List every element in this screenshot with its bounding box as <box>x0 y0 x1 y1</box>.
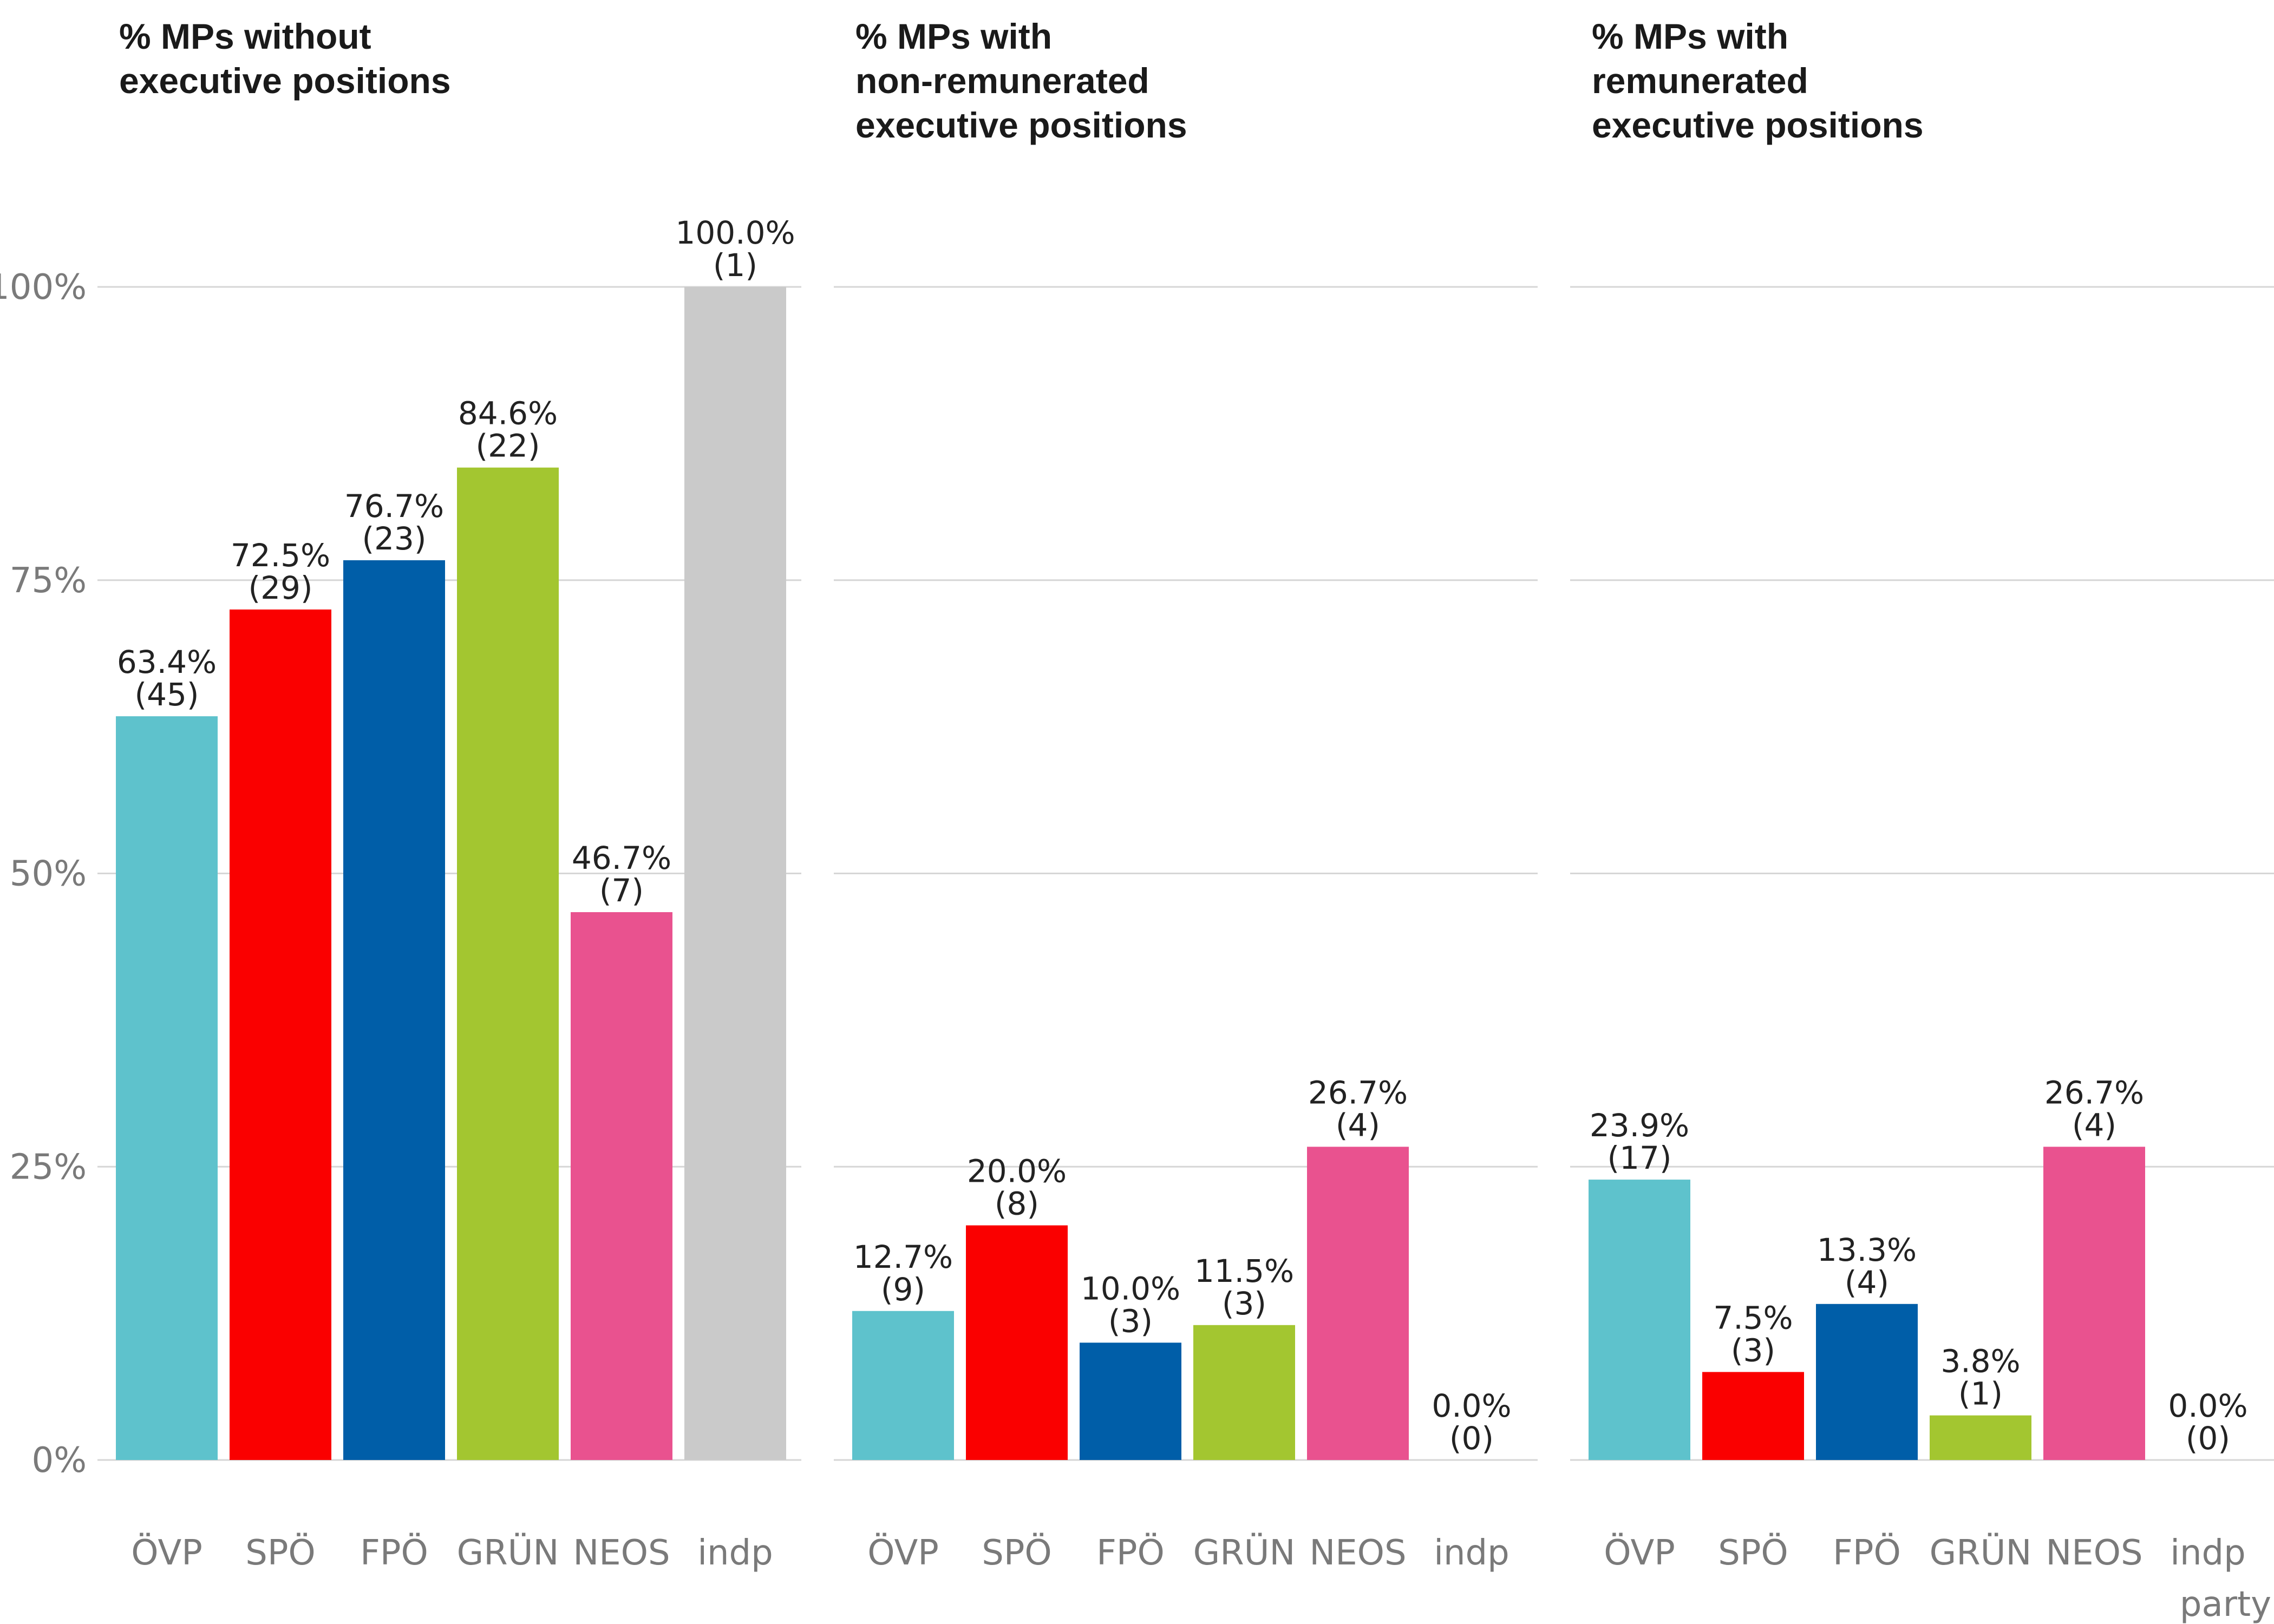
count-label-2-SPÖ: (8) <box>995 1186 1039 1222</box>
bar-2-GRÜN <box>1193 1325 1295 1460</box>
y-axis-tick-labels: 0% 25% 50% 75% 100% <box>0 267 87 1481</box>
value-label-1-ÖVP: 63.4% <box>117 644 217 680</box>
panel-3-title-line-2: remunerated <box>1592 61 1808 101</box>
bar-2-ÖVP <box>852 1311 954 1460</box>
bar-3-NEOS <box>2043 1147 2145 1460</box>
bar-3-SPÖ <box>1702 1372 1804 1460</box>
x-axis-category-labels: ÖVP SPÖ FPÖ GRÜN NEOS indp ÖVP SPÖ FPÖ GRÜN NEOS in… <box>131 1533 2246 1573</box>
panel-titles: % MPs without executive positions % MPs wi… <box>119 16 1924 145</box>
bar-value-labels: 63.4%(45) 72.5%(29) 76.7%(23) 84.6%(22) 46.7… <box>117 214 2248 1457</box>
panel-2-title-line-3: executive positions <box>855 105 1187 145</box>
category-label-3-NEOS: NEOS <box>2046 1533 2142 1573</box>
panel-1-title-line-1: % MPs without <box>119 16 371 56</box>
count-label-2-FPÖ: (3) <box>1108 1302 1153 1339</box>
value-label-1-indp: 100.0% <box>675 214 795 251</box>
category-label-2-indp: indp <box>1434 1533 1510 1573</box>
panel-2-title-line-2: non-remunerated <box>855 61 1149 101</box>
bar-1-ÖVP <box>116 716 218 1460</box>
category-label-2-GRÜN: GRÜN <box>1193 1533 1296 1573</box>
bar-2-FPÖ <box>1080 1343 1181 1460</box>
bar-2-SPÖ <box>966 1225 1068 1460</box>
category-label-1-NEOS: NEOS <box>573 1533 670 1573</box>
value-label-1-FPÖ: 76.7% <box>344 488 444 525</box>
count-label-2-GRÜN: (3) <box>1222 1285 1266 1322</box>
bar-1-FPÖ <box>343 560 445 1460</box>
count-label-1-ÖVP: (45) <box>134 676 199 713</box>
category-label-1-GRÜN: GRÜN <box>457 1533 559 1573</box>
count-label-1-NEOS: (7) <box>599 872 644 909</box>
value-label-3-NEOS: 26.7% <box>2044 1074 2144 1111</box>
category-label-2-FPÖ: FPÖ <box>1096 1533 1165 1573</box>
panel-1-title-line-2: executive positions <box>119 61 451 101</box>
count-label-1-GRÜN: (22) <box>475 428 540 464</box>
category-label-1-FPÖ: FPÖ <box>360 1533 428 1573</box>
category-label-3-ÖVP: ÖVP <box>1604 1533 1675 1573</box>
value-label-1-NEOS: 46.7% <box>572 840 671 876</box>
value-label-2-ÖVP: 12.7% <box>853 1239 953 1275</box>
bar-3-GRÜN <box>1930 1415 2031 1460</box>
bars <box>116 287 2145 1460</box>
bar-1-NEOS <box>571 912 672 1460</box>
bar-3-FPÖ <box>1816 1304 1918 1460</box>
bar-3-ÖVP <box>1589 1180 1690 1460</box>
count-label-3-ÖVP: (17) <box>1607 1140 1671 1176</box>
y-tick-label-3: 75% <box>10 561 87 601</box>
count-label-1-SPÖ: (29) <box>248 569 312 606</box>
count-label-3-GRÜN: (1) <box>1958 1376 2003 1412</box>
panel-3-title-line-1: % MPs with <box>1592 16 1788 56</box>
count-label-3-NEOS: (4) <box>2072 1106 2116 1143</box>
category-label-3-SPÖ: SPÖ <box>1718 1533 1788 1573</box>
value-label-3-GRÜN: 3.8% <box>1940 1343 2020 1380</box>
value-label-3-SPÖ: 7.5% <box>1713 1299 1793 1336</box>
category-label-3-indp: indp <box>2170 1533 2246 1573</box>
count-label-2-indp: (0) <box>1449 1420 1494 1457</box>
bar-1-SPÖ <box>230 609 331 1460</box>
panel-3-title-line-3: executive positions <box>1592 105 1924 145</box>
category-label-2-NEOS: NEOS <box>1309 1533 1406 1573</box>
value-label-1-GRÜN: 84.6% <box>458 395 558 432</box>
value-label-3-FPÖ: 13.3% <box>1817 1232 1917 1268</box>
value-label-3-indp: 0.0% <box>2168 1387 2247 1424</box>
category-label-2-ÖVP: ÖVP <box>867 1533 939 1573</box>
value-label-2-GRÜN: 11.5% <box>1194 1253 1294 1289</box>
y-tick-label-1: 25% <box>10 1147 87 1187</box>
count-label-3-FPÖ: (4) <box>1845 1264 1889 1301</box>
value-label-3-ÖVP: 23.9% <box>1590 1107 1689 1144</box>
category-label-3-GRÜN: GRÜN <box>1930 1533 2032 1573</box>
bar-1-GRÜN <box>457 467 559 1460</box>
bar-1-indp <box>684 287 786 1460</box>
category-label-3-FPÖ: FPÖ <box>1833 1533 1901 1573</box>
value-label-2-NEOS: 26.7% <box>1308 1074 1408 1111</box>
value-label-1-SPÖ: 72.5% <box>231 537 330 574</box>
y-tick-label-0: 0% <box>31 1440 87 1481</box>
y-tick-label-4: 100% <box>0 267 87 307</box>
value-label-2-FPÖ: 10.0% <box>1081 1270 1180 1307</box>
count-label-3-SPÖ: (3) <box>1731 1332 1775 1368</box>
category-label-1-ÖVP: ÖVP <box>131 1533 202 1573</box>
value-label-2-SPÖ: 20.0% <box>967 1153 1067 1190</box>
category-label-1-indp: indp <box>697 1533 773 1573</box>
count-label-2-ÖVP: (9) <box>881 1271 925 1308</box>
category-label-2-SPÖ: SPÖ <box>982 1533 1052 1573</box>
y-tick-label-2: 50% <box>10 854 87 894</box>
bar-2-NEOS <box>1307 1147 1409 1460</box>
panel-2-title-line-1: % MPs with <box>855 16 1052 56</box>
count-label-3-indp: (0) <box>2186 1420 2230 1457</box>
x-axis-title: party <box>2180 1584 2271 1624</box>
category-label-1-SPÖ: SPÖ <box>245 1533 316 1573</box>
count-label-2-NEOS: (4) <box>1336 1106 1380 1143</box>
count-label-1-indp: (1) <box>713 247 757 284</box>
value-label-2-indp: 0.0% <box>1432 1387 1511 1424</box>
count-label-1-FPÖ: (23) <box>362 520 426 557</box>
